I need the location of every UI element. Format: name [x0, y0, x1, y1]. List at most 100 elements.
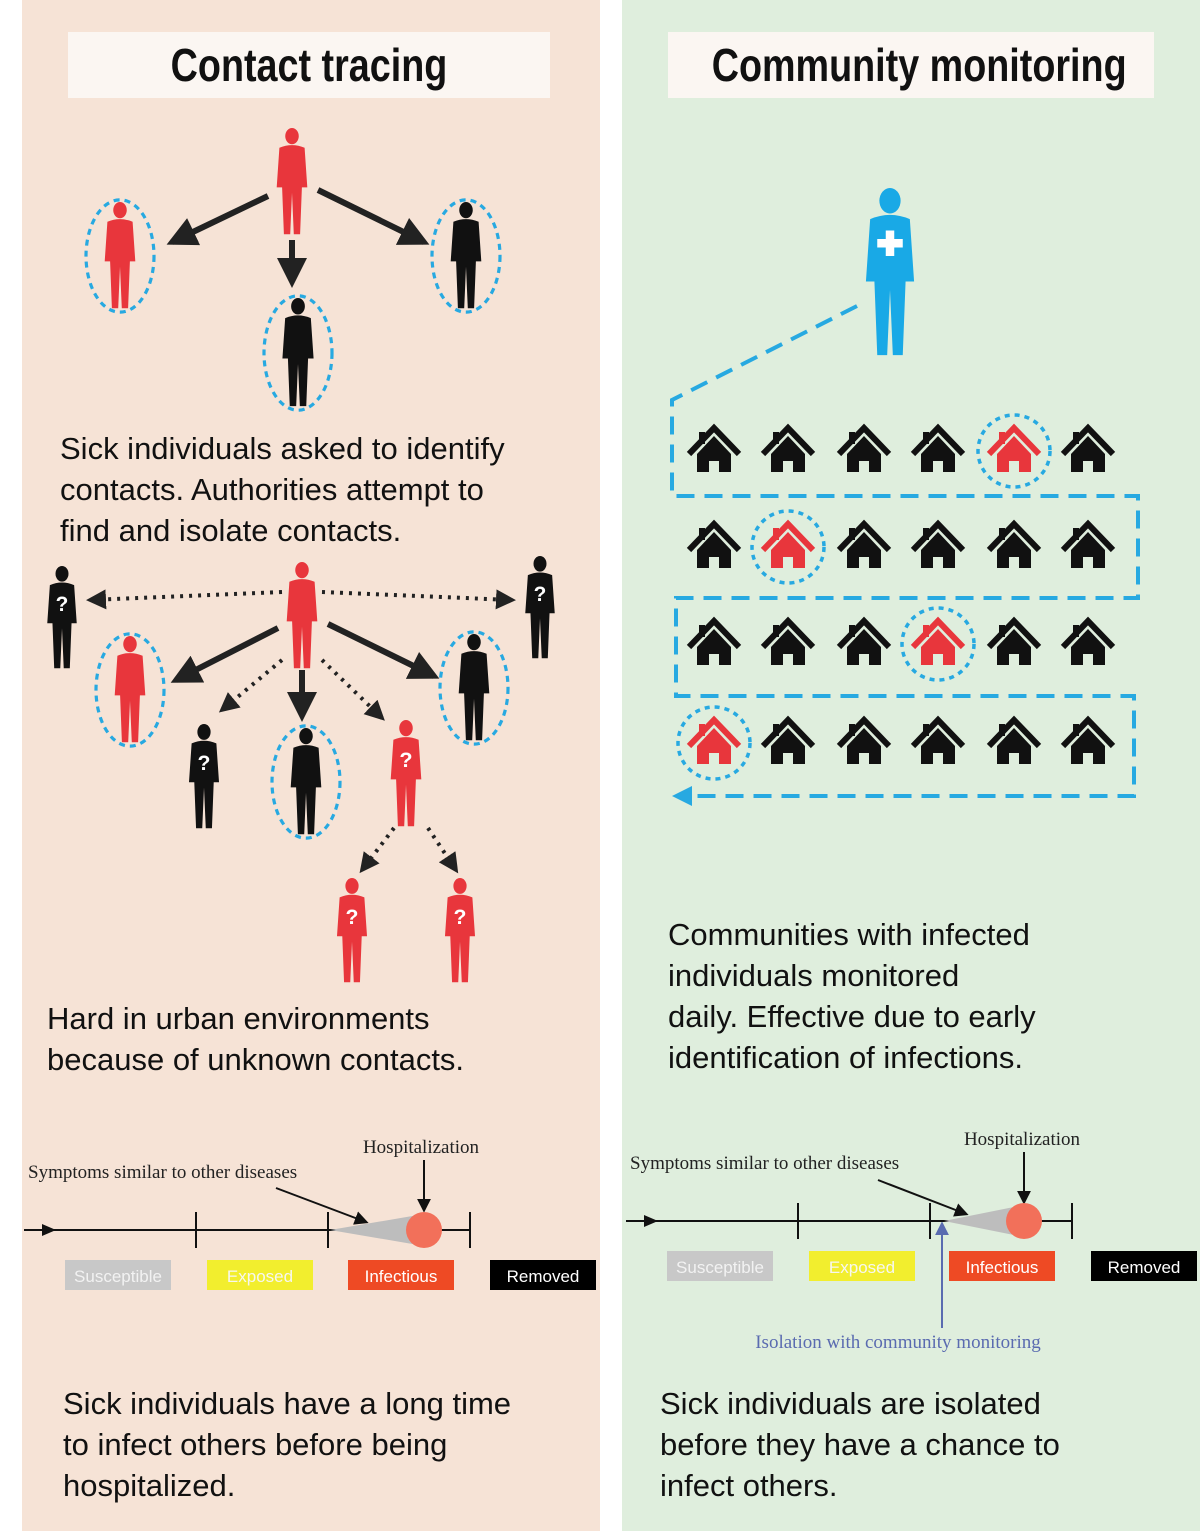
left-disease-timeline: Hospitalization Symptoms similar to other…	[24, 1137, 596, 1290]
stage-label: Removed	[507, 1267, 580, 1286]
arrow-to-left-contact	[166, 193, 270, 246]
stage-box-susceptible	[65, 1260, 171, 1290]
unknown-contact-mark: ?	[454, 906, 467, 929]
house-icon	[986, 616, 1042, 665]
house-icon	[836, 715, 892, 764]
house-icon	[1060, 616, 1116, 665]
symptoms-label: Symptoms similar to other diseases	[630, 1153, 899, 1174]
unknown-contact-mark: ?	[56, 593, 69, 616]
community-monitoring-description: Communities with infected individuals mo…	[668, 917, 1036, 1075]
stage-box-exposed	[809, 1251, 915, 1281]
house-icon	[760, 423, 816, 472]
infected-house-icon	[976, 413, 1052, 489]
isolation-ring	[84, 198, 156, 314]
unknown-sick-contact: ?	[390, 720, 422, 827]
symptoms-label: Symptoms similar to other diseases	[28, 1162, 297, 1183]
stage-label: Infectious	[966, 1258, 1039, 1277]
house-icon	[1060, 715, 1116, 764]
isolated-sick-contact-network	[94, 632, 166, 748]
isolation-ring	[430, 198, 502, 314]
unknown-contact-right: ?	[525, 556, 555, 659]
isolation-ring	[900, 606, 976, 682]
community-monitoring-outcome: Sick individuals are isolated before the…	[660, 1386, 1060, 1503]
stage-box-infectious	[348, 1260, 454, 1290]
contact-tracing-title-box: Contact tracing	[68, 32, 550, 98]
isolated-contact-network-right	[438, 630, 510, 746]
house-icon	[760, 616, 816, 665]
house-icon	[760, 715, 816, 764]
house-icon	[836, 616, 892, 665]
contact-tracing-title: Contact tracing	[170, 39, 448, 91]
house-icon	[686, 519, 742, 568]
unknown-contact-mark: ?	[198, 752, 211, 775]
stage-label: Removed	[1108, 1258, 1181, 1277]
left-timeline-annotations	[275, 1160, 431, 1225]
hospitalization-label: Hospitalization	[363, 1137, 480, 1158]
stage-box-exposed	[207, 1260, 313, 1290]
isolation-ring	[438, 630, 510, 746]
house-icon	[686, 423, 742, 472]
isolation-ring	[262, 294, 334, 412]
unknown-sick-secondary-right: ?	[444, 878, 476, 983]
unknown-contact-mark: ?	[534, 583, 547, 606]
infected-house-icon	[750, 509, 826, 585]
unknown-contact-bottom: ?	[188, 724, 220, 829]
house-icon	[910, 519, 966, 568]
unknown-sick-secondary-left: ?	[336, 878, 368, 983]
isolation-ring	[94, 632, 166, 748]
stage-box-susceptible	[667, 1251, 773, 1281]
stage-label: Susceptible	[676, 1258, 764, 1277]
dotted-arrow-unknown-black	[218, 658, 284, 713]
monitoring-route	[670, 304, 1140, 806]
house-icon	[836, 423, 892, 472]
contact-tree-arrows	[166, 187, 430, 288]
urban-difficulty-note: Hard in urban environments because of un…	[47, 1001, 465, 1077]
house-icon	[1060, 423, 1116, 472]
arrow-to-right-contact	[316, 187, 430, 245]
sick-person-top	[276, 128, 308, 235]
isolated-sick-contact	[84, 198, 156, 314]
symptom-cone	[944, 1205, 1024, 1237]
contact-tracing-description: Sick individuals asked to identify conta…	[60, 431, 505, 548]
stage-label: Susceptible	[74, 1267, 162, 1286]
right-disease-timeline: Hospitalization Symptoms similar to other…	[626, 1129, 1197, 1353]
right-timeline-annotations	[877, 1152, 1031, 1328]
isolation-label: Isolation with community monitoring	[755, 1332, 1041, 1353]
symptom-cone	[330, 1214, 424, 1246]
community-monitoring-title-box: Community monitoring	[668, 32, 1154, 98]
contact-tracing-outcome: Sick individuals have a long time to inf…	[63, 1386, 512, 1503]
house-icon	[1060, 519, 1116, 568]
isolated-contact-bottom	[262, 294, 334, 412]
hospitalization-dot	[1006, 1203, 1042, 1239]
isolation-ring	[976, 413, 1052, 489]
unknown-contact-mark: ?	[399, 747, 412, 772]
house-icon	[910, 715, 966, 764]
hospitalization-dot	[406, 1212, 442, 1248]
hospitalization-label: Hospitalization	[964, 1129, 1081, 1150]
isolation-ring	[750, 509, 826, 585]
isolation-ring	[270, 724, 342, 840]
network-arrows	[86, 589, 516, 874]
community-monitoring-title: Community monitoring	[711, 39, 1127, 91]
stage-box-removed	[1091, 1251, 1197, 1281]
isolated-contact-network-bottom	[270, 724, 342, 840]
isolation-ring	[676, 705, 752, 781]
stage-label: Exposed	[227, 1267, 293, 1286]
stage-label: Exposed	[829, 1258, 895, 1277]
house-icon	[686, 616, 742, 665]
infected-house-icon	[676, 705, 752, 781]
stage-label: Infectious	[365, 1267, 438, 1286]
sick-person-network	[286, 562, 318, 669]
arrow-to-red-contact	[170, 625, 280, 683]
arrow-to-black-contact-right	[326, 621, 440, 679]
house-icon	[986, 715, 1042, 764]
house-icon	[910, 423, 966, 472]
unknown-contact-mark: ?	[346, 906, 359, 929]
health-worker	[865, 188, 915, 356]
house-icon	[986, 519, 1042, 568]
infected-house-icon	[900, 606, 976, 682]
